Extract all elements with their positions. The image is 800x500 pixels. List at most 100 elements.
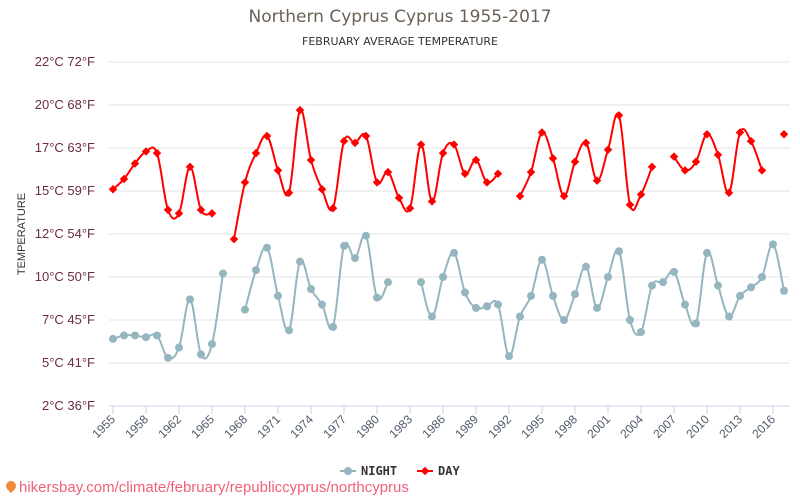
- night-point: [494, 300, 502, 309]
- night-point: [615, 247, 623, 256]
- x-tick-label: 1998: [551, 412, 580, 441]
- night-point: [549, 291, 557, 300]
- night-line: [112, 273, 224, 360]
- x-tick-label: 1971: [254, 412, 283, 441]
- day-point: [262, 131, 272, 141]
- night-point: [373, 293, 381, 302]
- day-point: [185, 162, 195, 172]
- source-link[interactable]: hikersbay.com/climate/february/republicc…: [3, 478, 409, 496]
- series-day: [108, 105, 789, 244]
- legend-item-day[interactable]: DAY: [417, 464, 460, 478]
- day-point: [163, 205, 173, 215]
- day-point: [306, 155, 316, 165]
- series: [108, 105, 789, 362]
- night-point: [318, 300, 326, 309]
- night-point: [263, 243, 271, 252]
- day-point: [526, 167, 536, 177]
- day-point: [647, 162, 657, 172]
- day-point: [471, 155, 481, 165]
- night-point: [164, 353, 172, 362]
- night-point: [142, 333, 150, 342]
- x-tick-label: 2010: [683, 412, 712, 441]
- day-point: [361, 131, 371, 141]
- night-point: [538, 255, 546, 264]
- day-point: [779, 129, 789, 139]
- night-point: [593, 303, 601, 312]
- night-point: [725, 312, 733, 321]
- night-point: [175, 343, 183, 352]
- night-point: [637, 328, 645, 337]
- x-tick-label: 1958: [122, 412, 151, 441]
- x-tick-label: 1986: [419, 412, 448, 441]
- y-tick-label: 20°C 68°F: [35, 97, 95, 112]
- map-pin-icon: [3, 478, 19, 494]
- legend-item-night[interactable]: NIGHT: [340, 464, 397, 478]
- day-line: [673, 127, 763, 194]
- day-point: [427, 197, 437, 206]
- legend: NIGHT DAY: [340, 464, 460, 478]
- day-line: [233, 109, 499, 240]
- night-point: [769, 240, 777, 249]
- night-point: [197, 350, 205, 359]
- night-point: [648, 281, 656, 290]
- legend-label-day: DAY: [438, 464, 460, 478]
- y-tick-label: 7°C 45°F: [42, 312, 95, 327]
- day-point: [493, 169, 503, 179]
- night-point: [351, 254, 359, 263]
- night-point: [692, 319, 700, 328]
- y-tick-label: 5°C 41°F: [42, 355, 95, 370]
- night-point: [131, 331, 139, 340]
- day-point: [372, 178, 382, 187]
- x-tick-label: 1962: [155, 412, 184, 441]
- day-point: [328, 203, 338, 213]
- day-point: [141, 147, 151, 156]
- night-point: [703, 248, 711, 257]
- x-axis-ticks: 1955 1958 1962 1965 1968 1971 1974 1977 1980 1983…: [89, 406, 778, 441]
- grid: [109, 61, 790, 407]
- day-point: [603, 145, 613, 154]
- night-point: [560, 316, 568, 324]
- series-night: [109, 231, 788, 362]
- day-point: [119, 174, 129, 184]
- day-point: [251, 148, 261, 158]
- night-point: [571, 290, 579, 299]
- night-point: [626, 316, 634, 324]
- night-point: [186, 295, 194, 304]
- x-tick-label: 2004: [617, 412, 646, 441]
- x-tick-label: 1977: [320, 412, 349, 441]
- chart-subtitle: FEBRUARY AVERAGE TEMPERATURE: [302, 35, 498, 48]
- night-point: [208, 340, 216, 349]
- y-tick-label: 17°C 63°F: [35, 140, 95, 155]
- night-point: [384, 278, 392, 287]
- x-tick-label: 1992: [485, 412, 514, 441]
- x-tick-label: 2016: [749, 412, 778, 441]
- day-point: [174, 209, 184, 218]
- night-point: [659, 278, 667, 287]
- day-point: [284, 188, 294, 197]
- night-point: [582, 262, 590, 271]
- legend-label-night: NIGHT: [361, 464, 397, 478]
- night-point: [362, 231, 370, 240]
- night-point: [758, 273, 766, 281]
- night-point: [109, 334, 117, 343]
- night-point: [153, 331, 161, 340]
- day-point: [482, 178, 492, 187]
- day-line: [112, 146, 213, 220]
- night-point: [714, 281, 722, 290]
- x-tick-label: 1955: [89, 412, 118, 441]
- x-tick-label: 2013: [716, 412, 745, 441]
- x-tick-label: 1968: [221, 412, 250, 441]
- y-tick-label: 15°C 59°F: [35, 183, 95, 198]
- x-tick-label: 1974: [287, 412, 316, 441]
- x-tick-label: 2007: [650, 412, 679, 441]
- night-point: [736, 291, 744, 300]
- day-line: [519, 112, 653, 212]
- x-tick-label: 1965: [188, 412, 217, 441]
- day-point: [383, 167, 393, 177]
- y-axis-label: TEMPERATURE: [16, 193, 28, 275]
- night-point: [461, 288, 469, 297]
- night-point: [747, 283, 755, 292]
- x-tick-label: 1989: [452, 412, 481, 441]
- night-point: [252, 266, 260, 275]
- day-point: [295, 105, 305, 115]
